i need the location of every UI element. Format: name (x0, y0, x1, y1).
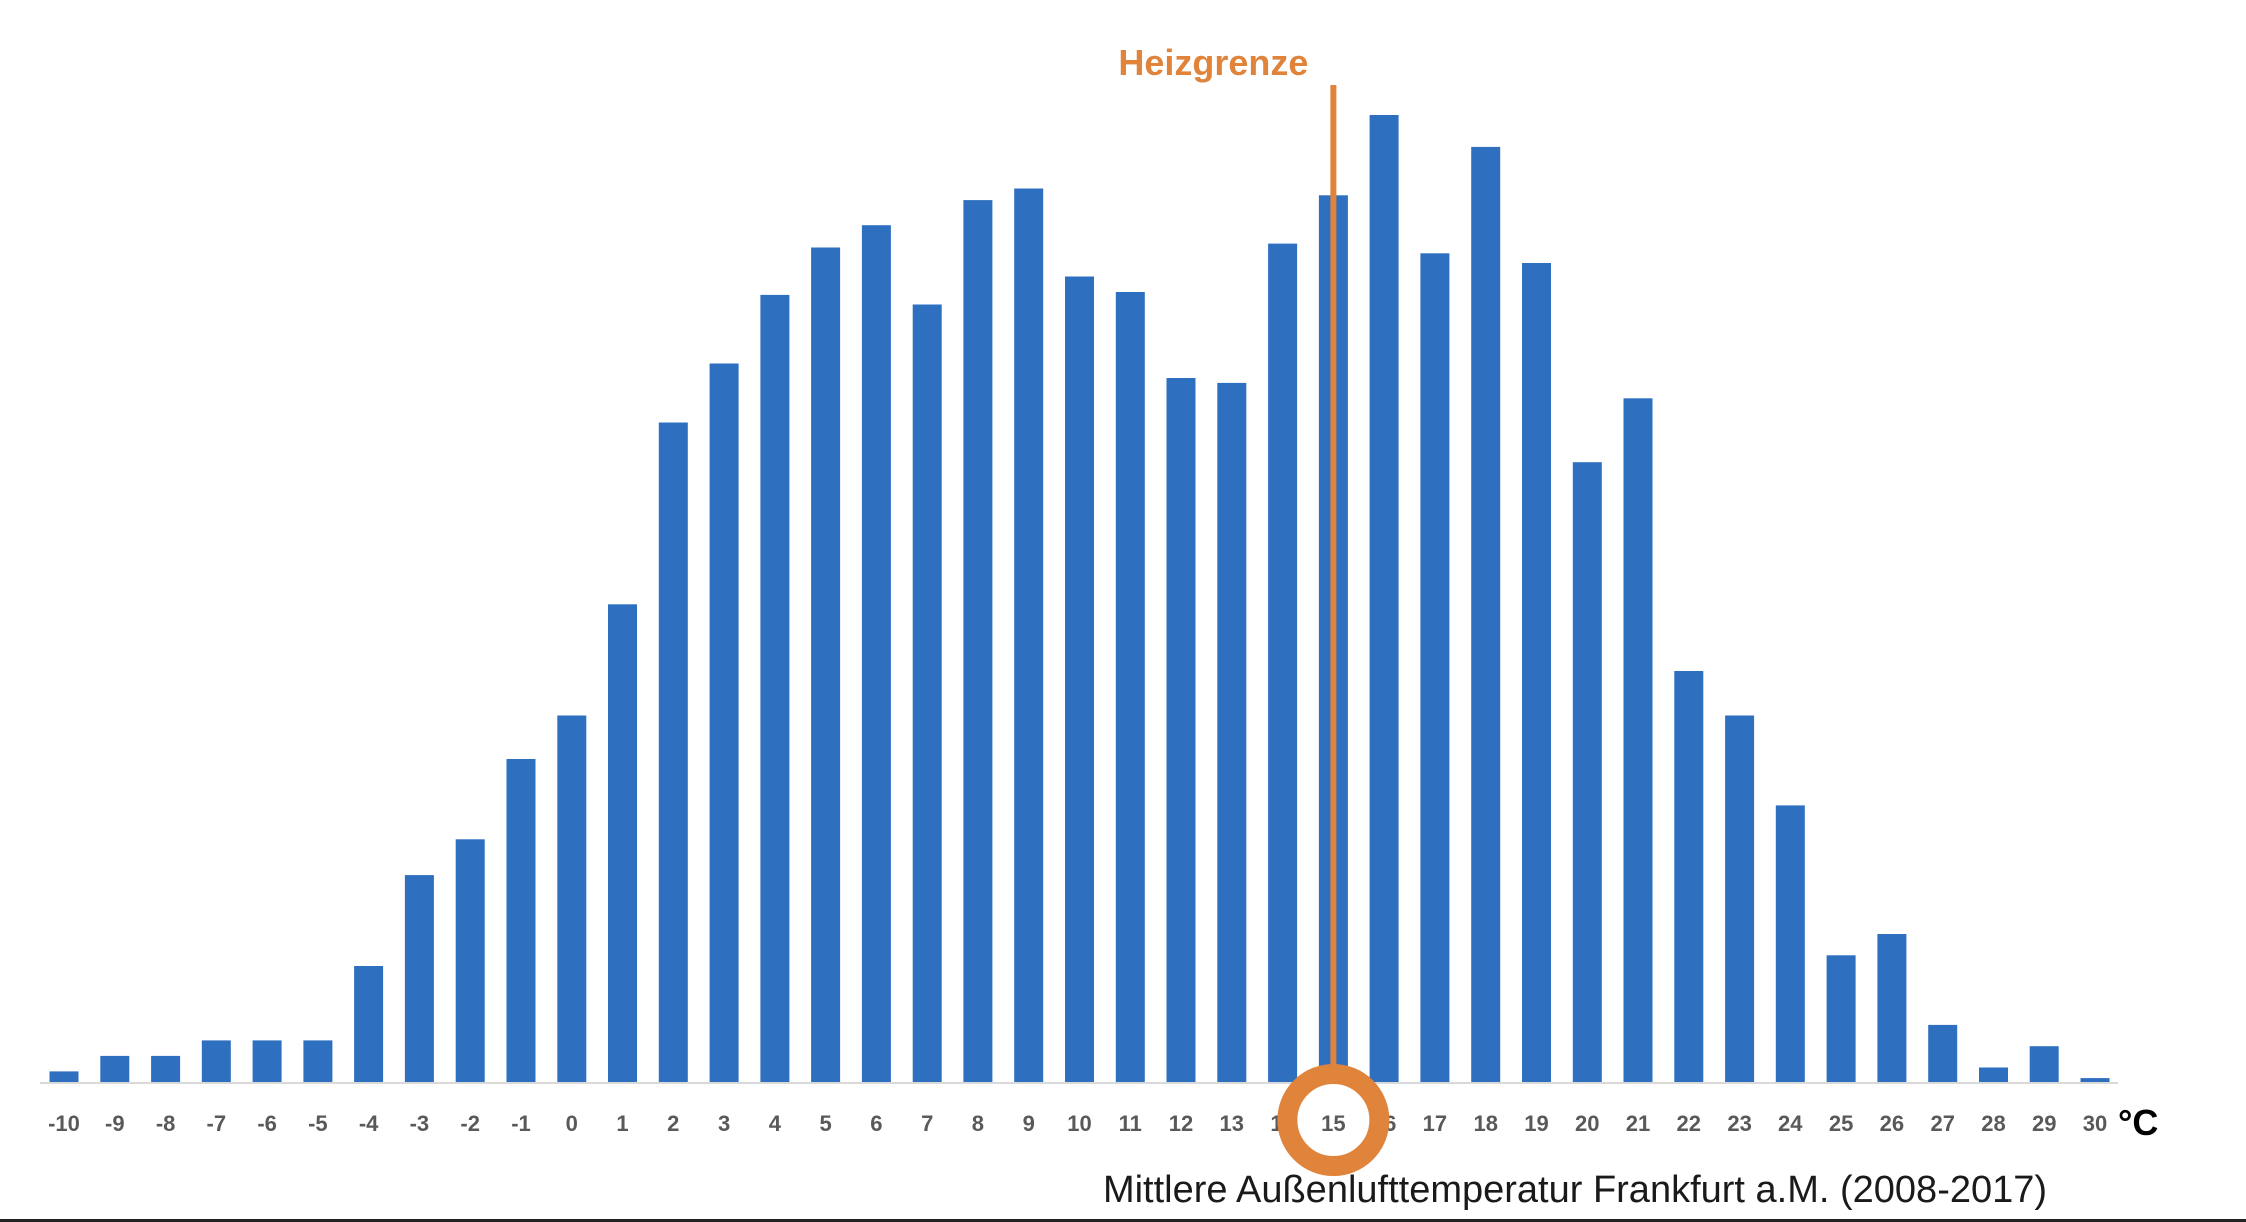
bar--8 (151, 1055, 181, 1082)
bar--2 (455, 839, 485, 1082)
tick-label--6: -6 (257, 1111, 277, 1136)
bar-17 (1420, 253, 1450, 1083)
bar-18 (1471, 146, 1501, 1082)
tick-label--9: -9 (105, 1111, 125, 1136)
bar-28 (1979, 1067, 2008, 1082)
tick-label-6: 6 (870, 1111, 882, 1136)
tick-label-19: 19 (1524, 1111, 1548, 1136)
bar-0 (557, 715, 587, 1082)
tick-label--8: -8 (156, 1111, 176, 1136)
bar--10 (49, 1071, 79, 1082)
tick-label--3: -3 (410, 1111, 430, 1136)
bar-30 (2080, 1078, 2110, 1082)
tick-label-24: 24 (1778, 1111, 1803, 1136)
bar-23 (1725, 715, 1755, 1082)
bar--6 (252, 1040, 282, 1082)
unit-label: °C (2118, 1102, 2158, 1143)
bar-3 (709, 363, 739, 1082)
bar-8 (963, 200, 993, 1083)
bottom-border (0, 1219, 2246, 1222)
tick-label-18: 18 (1473, 1111, 1497, 1136)
tick-label-29: 29 (2032, 1111, 2056, 1136)
bar-20 (1572, 462, 1602, 1082)
bar-9 (1014, 188, 1044, 1082)
bar--5 (303, 1040, 333, 1082)
bar-group (49, 115, 2110, 1083)
tick-label-30: 30 (2083, 1111, 2107, 1136)
tick-label-10: 10 (1067, 1111, 1091, 1136)
tick-label-25: 25 (1829, 1111, 1853, 1136)
tick-label--4: -4 (359, 1111, 379, 1136)
tick-label--5: -5 (308, 1111, 328, 1136)
bar-14 (1268, 243, 1298, 1083)
bar-24 (1775, 805, 1805, 1082)
tick-label-9: 9 (1023, 1111, 1035, 1136)
bar-29 (2029, 1046, 2059, 1082)
tick-label-17: 17 (1423, 1111, 1447, 1136)
tick-label--10: -10 (48, 1111, 80, 1136)
bar--3 (404, 875, 434, 1082)
heizgrenze-label: Heizgrenze (1118, 42, 1308, 83)
bar-4 (760, 294, 790, 1082)
bar-27 (1928, 1024, 1958, 1082)
tick-label-3: 3 (718, 1111, 730, 1136)
bar-7 (912, 304, 942, 1082)
tick-label-22: 22 (1677, 1111, 1701, 1136)
bar-11 (1115, 292, 1145, 1082)
bar-26 (1877, 934, 1907, 1082)
bar-1 (608, 604, 637, 1082)
bar-16 (1369, 115, 1399, 1082)
tick-label-7: 7 (921, 1111, 933, 1136)
bar-5 (811, 247, 841, 1082)
tick-label-20: 20 (1575, 1111, 1599, 1136)
x-axis-caption: Mittlere Außenlufttemperatur Frankfurt a… (1103, 1169, 2047, 1211)
bar--9 (100, 1055, 130, 1082)
tick-label-28: 28 (1981, 1111, 2005, 1136)
tick-label-13: 13 (1220, 1111, 1244, 1136)
bar--1 (506, 759, 536, 1082)
tick-label-8: 8 (972, 1111, 984, 1136)
bar-12 (1166, 378, 1196, 1082)
tick-label-15: 15 (1321, 1111, 1345, 1136)
x-tick-labels: -10 -9 -8 -7 -6 -5 -4 -3 -2 -1 0 1 2 3 4 5 6 7 8 9 10 11 12 13 1… (48, 1111, 2107, 1136)
tick-label-11: 11 (1119, 1111, 1142, 1136)
tick-label--7: -7 (207, 1111, 227, 1136)
tick-label-23: 23 (1727, 1111, 1751, 1136)
bar--7 (201, 1040, 231, 1082)
tick-label-4: 4 (769, 1111, 782, 1136)
bar-6 (861, 225, 891, 1082)
bar-21 (1623, 398, 1653, 1082)
tick-label-0: 0 (566, 1111, 578, 1136)
bar-13 (1217, 382, 1247, 1082)
bar--4 (354, 966, 384, 1082)
bar-19 (1522, 263, 1551, 1082)
tick-label-2: 2 (667, 1111, 679, 1136)
tick-label-12: 12 (1169, 1111, 1193, 1136)
tick-label--1: -1 (511, 1111, 531, 1136)
tick-label-1: 1 (616, 1111, 628, 1136)
tick-label-26: 26 (1880, 1111, 1904, 1136)
tick-label--2: -2 (460, 1111, 480, 1136)
bar-22 (1674, 671, 1704, 1082)
bar-2 (658, 422, 688, 1082)
heizgrenze-circle (1277, 1064, 1390, 1176)
bar-25 (1826, 955, 1856, 1082)
tick-label-21: 21 (1626, 1111, 1650, 1136)
tick-label-5: 5 (819, 1111, 831, 1136)
bar-10 (1065, 276, 1094, 1082)
tick-label-27: 27 (1930, 1111, 1954, 1136)
